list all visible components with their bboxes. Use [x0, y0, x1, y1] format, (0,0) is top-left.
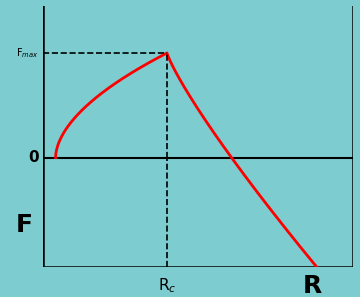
Text: F: F	[16, 214, 33, 238]
Text: 0: 0	[28, 150, 39, 165]
Text: R: R	[303, 274, 322, 297]
Text: F$_{max}$: F$_{max}$	[16, 46, 39, 60]
Text: R$_c$: R$_c$	[158, 276, 176, 295]
